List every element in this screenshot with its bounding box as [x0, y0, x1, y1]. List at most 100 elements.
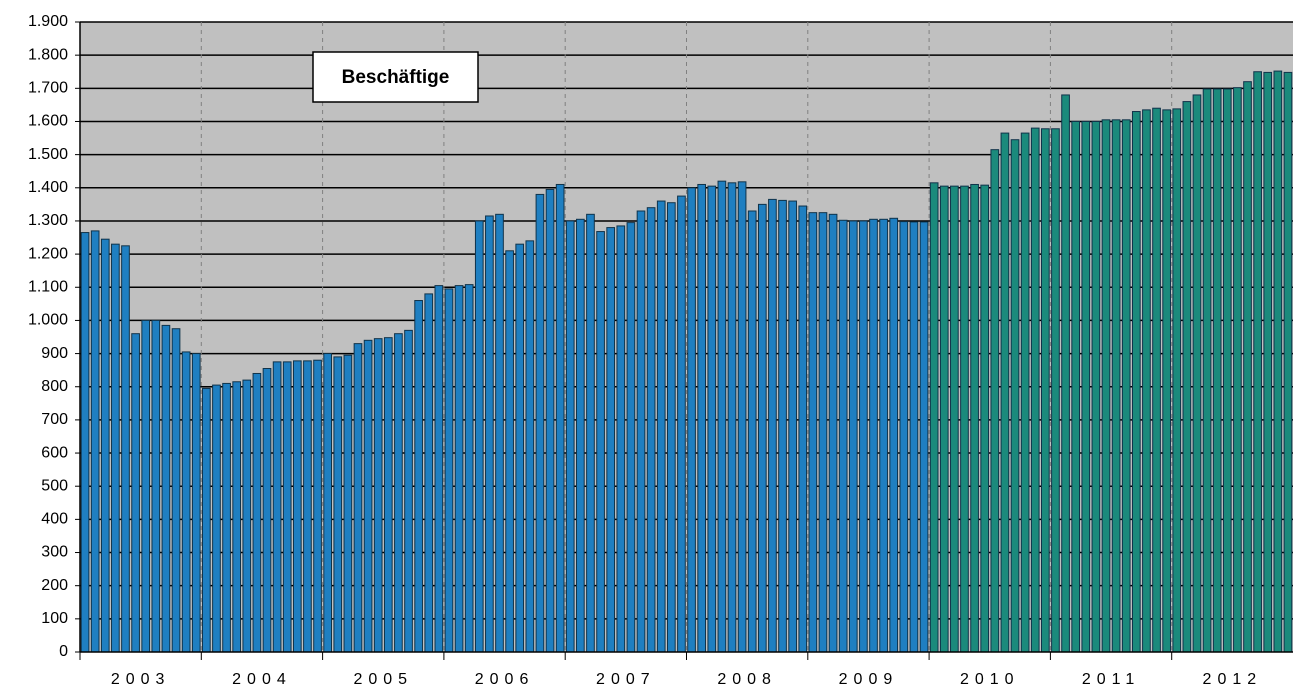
bar	[1202, 88, 1212, 653]
bar	[677, 195, 686, 653]
bar	[778, 199, 787, 653]
bar	[747, 210, 757, 653]
bar	[1222, 88, 1232, 653]
bar	[495, 213, 504, 653]
y-tick-label: 0	[59, 643, 68, 660]
bar	[636, 210, 646, 653]
bar	[1030, 127, 1040, 653]
bar	[798, 205, 808, 653]
bar	[909, 221, 919, 653]
y-tick-label: 1.600	[28, 113, 68, 130]
bar	[899, 221, 909, 653]
bar	[313, 359, 322, 653]
x-group-label: 2006	[475, 671, 535, 688]
bar	[1152, 107, 1161, 653]
bar	[1172, 108, 1182, 653]
bar	[727, 182, 737, 653]
bar	[737, 181, 747, 653]
bar	[939, 185, 949, 653]
bar	[1000, 132, 1010, 653]
bar	[394, 333, 403, 653]
bar	[292, 360, 302, 653]
x-group-label: 2008	[717, 671, 777, 688]
bar	[1121, 119, 1131, 653]
bar	[323, 353, 332, 653]
bar	[980, 184, 990, 653]
bar	[656, 200, 666, 653]
bar	[212, 384, 221, 653]
y-tick-label: 1.400	[28, 179, 68, 196]
x-group-label: 2003	[111, 671, 171, 688]
bar	[404, 329, 413, 653]
bar	[828, 213, 838, 653]
bar	[414, 300, 423, 653]
bar	[919, 221, 929, 653]
x-group-label: 2010	[960, 671, 1020, 688]
bar	[1061, 94, 1070, 653]
bar	[717, 180, 727, 653]
x-group-label: 2007	[596, 671, 656, 688]
bar	[889, 217, 899, 653]
bar	[1142, 109, 1151, 653]
bar	[454, 285, 464, 653]
y-tick-label: 1.500	[28, 146, 68, 163]
bar	[171, 328, 181, 653]
bar	[1212, 88, 1222, 653]
bar	[1283, 71, 1293, 653]
bar	[596, 231, 605, 653]
bar	[272, 361, 282, 653]
y-tick-label: 1.000	[28, 312, 68, 329]
bar	[282, 361, 292, 653]
bar	[788, 200, 797, 653]
bar	[525, 240, 535, 653]
y-tick-label: 600	[41, 444, 68, 461]
x-group-label: 2012	[1203, 671, 1263, 688]
bar	[606, 227, 616, 653]
y-tick-label: 1.800	[28, 46, 68, 63]
y-tick-label: 900	[41, 345, 68, 362]
bar	[616, 225, 626, 653]
bar	[100, 238, 110, 653]
bar	[252, 372, 262, 653]
bar	[818, 212, 828, 653]
bar	[383, 337, 393, 653]
bar	[646, 207, 656, 653]
y-tick-label: 500	[41, 477, 68, 494]
bar	[474, 220, 484, 653]
bar	[1263, 71, 1273, 653]
bar	[1273, 70, 1283, 653]
bar	[626, 222, 636, 653]
bar	[1101, 119, 1111, 653]
bar	[363, 339, 373, 653]
x-group-label: 2009	[839, 671, 899, 688]
y-tick-label: 300	[41, 544, 68, 561]
y-tick-label: 100	[41, 610, 68, 627]
bar	[565, 220, 575, 653]
y-tick-label: 1.900	[28, 13, 68, 30]
bar	[1131, 111, 1141, 653]
bar	[970, 183, 979, 653]
bar	[1192, 94, 1202, 653]
bar	[485, 215, 494, 653]
bar	[768, 198, 777, 653]
bar	[859, 220, 868, 653]
bar	[121, 245, 130, 653]
bar	[181, 351, 191, 653]
y-tick-label: 700	[41, 411, 68, 428]
x-group-label: 2004	[232, 671, 292, 688]
annotation: Beschäftige	[342, 67, 450, 88]
bar	[687, 187, 696, 653]
bar	[202, 387, 211, 653]
bar	[232, 381, 242, 653]
bar	[1233, 87, 1242, 653]
bar	[1091, 120, 1101, 653]
bar	[424, 293, 434, 653]
bar	[666, 202, 676, 653]
y-tick-label: 1.700	[28, 80, 68, 97]
bar	[1041, 128, 1050, 653]
y-tick-label: 1.100	[28, 278, 68, 295]
bar	[990, 149, 1000, 653]
bar	[838, 219, 848, 653]
bar	[960, 185, 969, 653]
